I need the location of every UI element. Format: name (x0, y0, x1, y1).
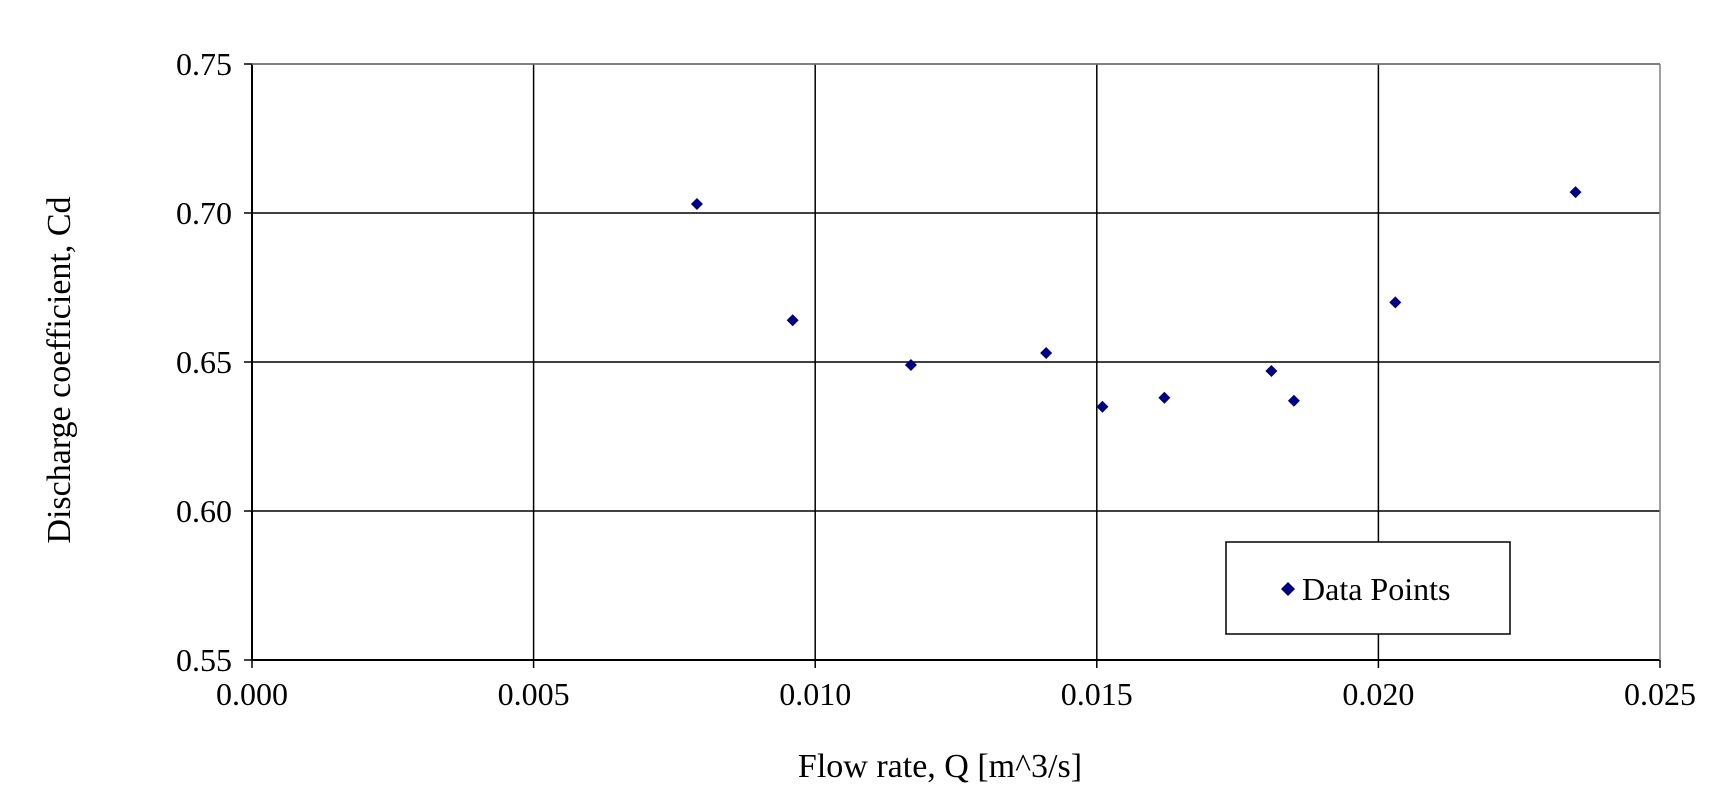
data-point (1096, 400, 1109, 413)
legend-marker-icon (1281, 582, 1295, 596)
x-tick-label: 0.015 (1061, 676, 1133, 712)
y-tick-label: 0.55 (176, 642, 232, 678)
data-point (786, 314, 799, 327)
data-point (1389, 296, 1402, 309)
data-point (1287, 394, 1300, 407)
y-axis-label: Discharge coefficient, Cd (41, 196, 78, 543)
legend-frame (1225, 541, 1511, 635)
y-tick-label: 0.75 (176, 46, 232, 82)
data-point (1569, 186, 1582, 199)
data-point (1040, 347, 1053, 360)
x-tick-label: 0.020 (1342, 676, 1414, 712)
x-tick-label: 0.000 (216, 676, 288, 712)
x-tick-label: 0.005 (498, 676, 570, 712)
y-tick-label: 0.60 (176, 493, 232, 529)
legend: Data Points (1225, 541, 1511, 635)
data-points (690, 186, 1582, 413)
data-point (1265, 364, 1278, 377)
x-tick-label: 0.025 (1624, 676, 1696, 712)
y-tick-label: 0.65 (176, 344, 232, 380)
data-point (904, 358, 917, 371)
data-point (690, 198, 703, 211)
legend-label: Data Points (1302, 571, 1450, 607)
x-axis-label: Flow rate, Q [m^3/s] (798, 748, 1082, 785)
tick-labels: 0.000 0.005 0.010 0.015 0.020 0.025 0.55 0.60 0.… (176, 46, 1696, 712)
x-tick-label: 0.010 (779, 676, 851, 712)
data-point (1158, 391, 1171, 404)
y-tick-label: 0.70 (176, 195, 232, 231)
axes (244, 63, 1661, 668)
